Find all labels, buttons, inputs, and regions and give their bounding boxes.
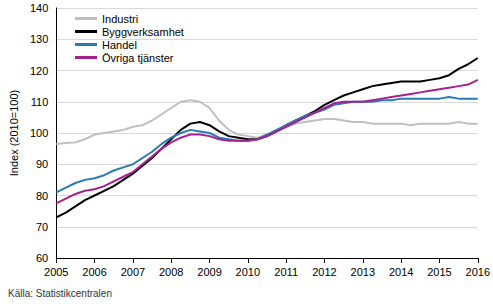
svg-text:Källa: Statistikcentralen: Källa: Statistikcentralen [8, 288, 112, 299]
svg-text:60: 60 [36, 252, 48, 264]
svg-text:100: 100 [30, 127, 48, 139]
svg-text:Index (2010=100): Index (2010=100) [8, 90, 20, 177]
svg-text:2006: 2006 [82, 266, 106, 278]
svg-text:110: 110 [31, 96, 49, 108]
svg-text:2008: 2008 [159, 266, 183, 278]
svg-text:Handel: Handel [102, 39, 137, 51]
svg-text:140: 140 [30, 2, 48, 14]
svg-text:Industri: Industri [102, 13, 138, 25]
svg-text:2009: 2009 [197, 266, 221, 278]
svg-text:Byggverksamhet: Byggverksamhet [102, 26, 184, 38]
svg-text:90: 90 [36, 158, 48, 170]
svg-text:2014: 2014 [389, 266, 413, 278]
svg-text:80: 80 [36, 190, 48, 202]
svg-text:2005: 2005 [44, 266, 68, 278]
svg-text:120: 120 [30, 65, 48, 77]
svg-text:2010: 2010 [236, 266, 260, 278]
svg-text:2013: 2013 [351, 266, 375, 278]
svg-text:130: 130 [30, 33, 48, 45]
svg-text:Övriga tjänster: Övriga tjänster [102, 52, 174, 64]
svg-text:2016: 2016 [466, 266, 490, 278]
svg-text:2012: 2012 [312, 266, 336, 278]
svg-text:70: 70 [36, 221, 48, 233]
svg-text:2007: 2007 [121, 266, 145, 278]
svg-text:2011: 2011 [274, 266, 298, 278]
svg-text:2015: 2015 [427, 266, 451, 278]
